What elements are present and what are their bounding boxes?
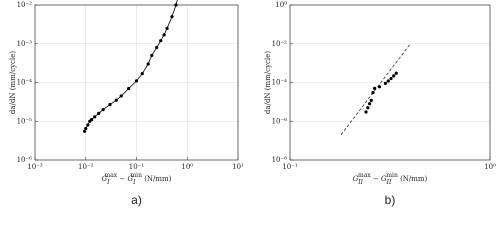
data-point [366, 106, 370, 110]
data-point [127, 86, 131, 91]
data-point [165, 26, 169, 30]
data-point [389, 76, 393, 81]
data-point [101, 107, 105, 112]
y-tick-label: 10⁻⁵ [17, 117, 33, 125]
data-point [108, 102, 112, 107]
x-tick-label: 10⁰ [484, 163, 496, 171]
data-point [377, 85, 382, 89]
data-point [369, 98, 373, 102]
data-point [170, 15, 174, 19]
panel-label: a) [131, 193, 142, 207]
data-point [162, 33, 166, 37]
figure: 10⁻³ 10⁻² 10⁻¹ 10⁰ 10¹10⁻⁶10⁻⁵10⁻⁴10⁻³10⁻²da… [9, 0, 496, 207]
y-tick-label: 10⁰ [275, 1, 287, 9]
data-point [394, 71, 398, 75]
x-axis-label-part: II [386, 179, 392, 186]
data-point [371, 91, 375, 95]
panel-label: b) [385, 193, 396, 207]
data-point [367, 102, 372, 106]
data-point [392, 74, 396, 78]
x-axis-label-part: I [132, 179, 136, 186]
data-point [150, 53, 154, 58]
y-tick-label: 10⁻² [17, 1, 33, 9]
x-tick-label: 10⁻² [78, 163, 94, 171]
data-point [83, 129, 87, 133]
x-tick-label: 10⁻¹ [129, 163, 145, 171]
data-point [155, 45, 159, 50]
y-tick-label: 10⁻⁴ [272, 79, 288, 87]
data-point [114, 98, 118, 102]
y-tick-label: 10⁻³ [17, 40, 33, 48]
data-point [146, 62, 150, 66]
x-axis-label-part: G [102, 175, 108, 183]
data-point [373, 86, 377, 90]
data-point [364, 110, 368, 114]
x-axis-label: GIImax − GIImin (N/mm) [353, 172, 428, 186]
x-tick-label: 10⁰ [181, 163, 193, 171]
data-point [93, 115, 97, 119]
x-axis-label-part: min [130, 172, 142, 179]
x-axis-label-part: − G [371, 175, 387, 183]
y-tick-label: 10⁻² [272, 40, 288, 48]
x-tick-label: 10⁻¹ [282, 163, 298, 171]
data-point [140, 71, 144, 76]
y-axis-label: da/dN (mm/cycle) [9, 51, 17, 114]
data-point [119, 94, 123, 98]
x-axis-label-part: − G [117, 175, 133, 183]
y-tick-label: 10⁻⁶ [272, 117, 288, 125]
data-point [383, 81, 388, 85]
axes-frame [34, 4, 239, 161]
data-point [89, 118, 94, 122]
y-tick-label: 10⁻⁴ [17, 79, 33, 87]
data-point [86, 123, 90, 127]
y-tick-label: 10⁻⁶ [17, 156, 33, 164]
x-axis-label-part: I [106, 179, 110, 186]
x-axis-label-part: G [353, 175, 359, 183]
x-axis-label-part: II [357, 179, 363, 186]
y-tick-label: 10⁻⁸ [272, 156, 288, 164]
x-axis-label-part: min [386, 172, 398, 179]
x-tick-label: 10⁻³ [27, 163, 43, 171]
x-axis-label-part: max [105, 172, 118, 179]
x-tick-label: 10¹ [232, 163, 244, 171]
data-point [134, 79, 139, 83]
y-axis-label: da/dN (mm/cycle) [264, 51, 272, 114]
data-point [174, 3, 178, 7]
data-point [97, 111, 101, 115]
x-axis-label: GImax − GImin (N/mm) [102, 172, 172, 186]
data-point [159, 39, 163, 43]
x-axis-label-part: max [358, 172, 371, 179]
x-axis-label-part: (N/mm) [142, 175, 172, 183]
x-axis-label-part: (N/mm) [398, 175, 428, 183]
axes-frame [289, 4, 491, 161]
data-point [386, 79, 390, 83]
data-point [84, 126, 88, 131]
